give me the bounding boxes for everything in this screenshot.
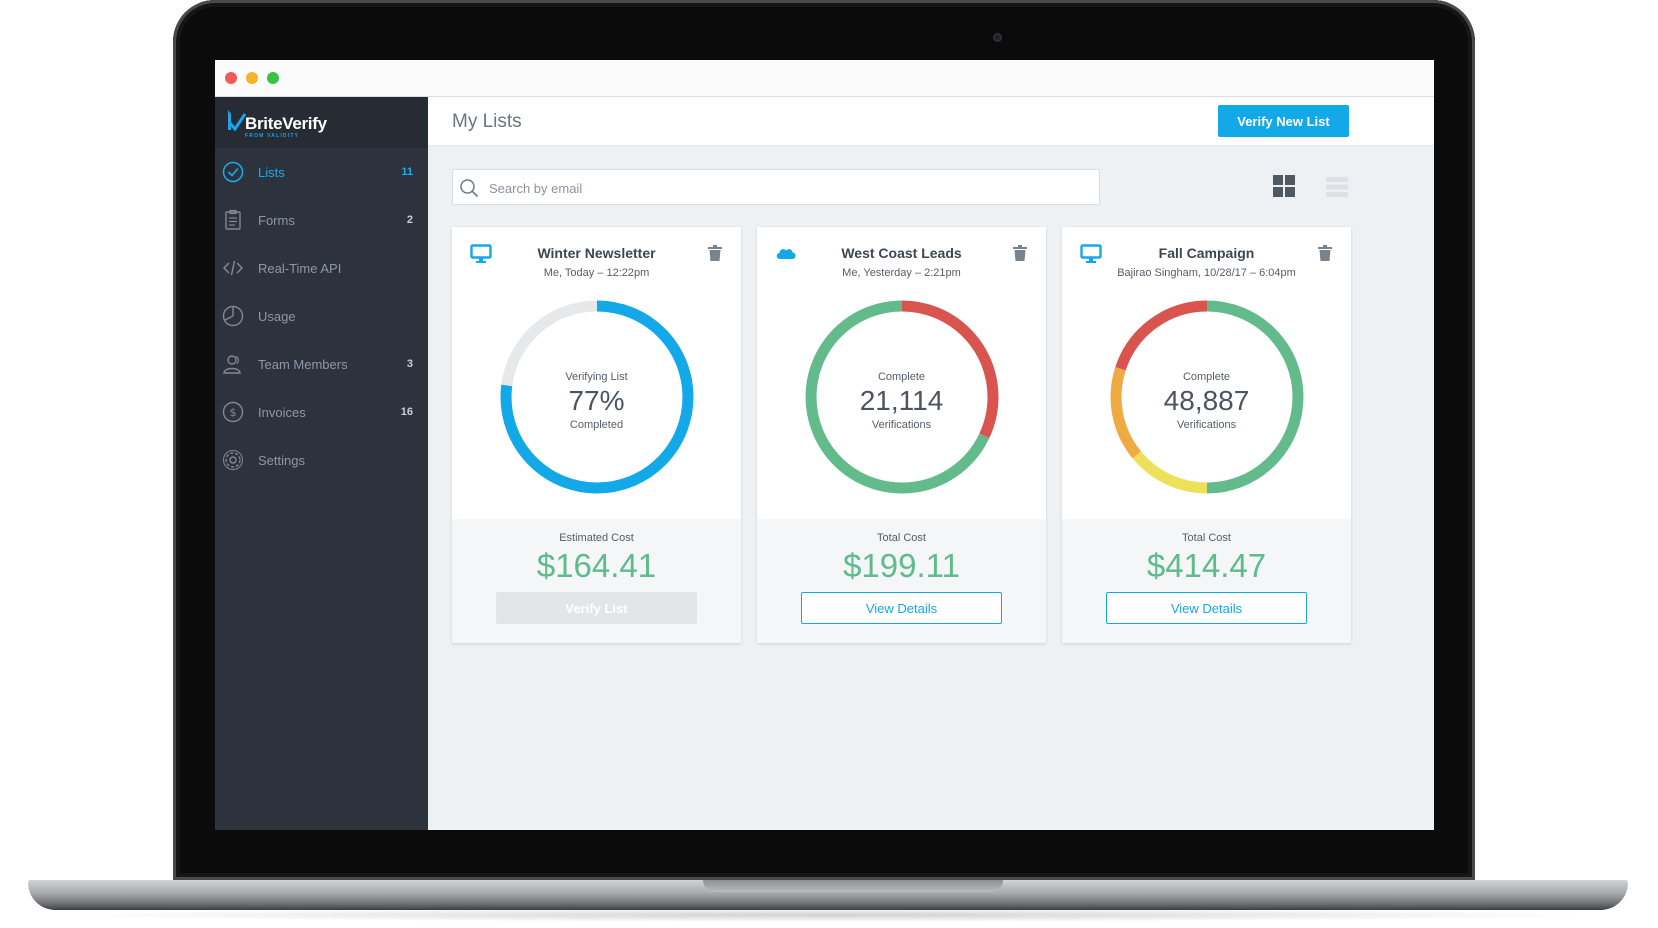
pie-chart-icon <box>222 305 244 327</box>
cost-label: Total Cost <box>877 532 926 544</box>
results-donut <box>1110 300 1304 494</box>
maximize-window-button[interactable] <box>267 72 279 84</box>
verify-new-list-button[interactable]: Verify New List <box>1218 105 1349 137</box>
donut-status-label: Complete <box>1182 371 1231 383</box>
search-icon <box>460 179 479 198</box>
card-subtitle: Me, Yesterday – 2:21pm <box>842 267 961 279</box>
sidebar-item-count: 16 <box>400 406 413 418</box>
cost-label: Estimated Cost <box>559 532 634 544</box>
results-donut <box>805 300 999 494</box>
brand-name: BriteVerify <box>245 114 327 133</box>
donut-value: 21,114 <box>859 385 944 416</box>
camera-dot <box>993 33 1002 42</box>
sidebar-item-settings[interactable]: Settings <box>215 436 428 487</box>
clipboard-icon <box>225 209 241 230</box>
sidebar-item-label: Settings <box>258 453 305 468</box>
code-icon <box>222 260 244 276</box>
laptop-base <box>28 880 1628 910</box>
progress-donut <box>500 300 694 494</box>
check-circle-icon <box>222 161 244 183</box>
trash-icon[interactable] <box>1013 245 1027 261</box>
list-view-icon[interactable] <box>1326 176 1348 198</box>
grid-view-icon[interactable] <box>1273 175 1295 197</box>
search-box <box>452 169 1100 206</box>
search-input[interactable] <box>487 170 1091 206</box>
donut-segment <box>1110 300 1304 494</box>
card-footer: Total Cost $199.11 View Details <box>757 519 1046 643</box>
salesforce-cloud-icon <box>776 249 796 259</box>
laptop-shadow <box>60 908 1600 922</box>
card-footer: Estimated Cost $164.41 Verify List <box>452 519 741 643</box>
card-title: Fall Campaign <box>1158 245 1255 261</box>
users-icon <box>223 355 241 374</box>
app-window: BriteVerify FROM VALIDITY Lists 11 Forms… <box>215 60 1434 830</box>
svg-text:$: $ <box>230 406 237 419</box>
sidebar-item-lists[interactable]: Lists 11 <box>215 148 428 199</box>
donut-caption: Completed <box>569 419 624 431</box>
view-details-button[interactable]: View Details <box>801 592 1002 624</box>
sidebar: BriteVerify FROM VALIDITY Lists 11 Forms… <box>215 97 428 830</box>
main-content: My Lists Verify New List <box>428 97 1434 830</box>
gear-icon <box>223 450 243 470</box>
card-footer: Total Cost $414.47 View Details <box>1062 519 1351 643</box>
donut-status-label: Complete <box>877 371 926 383</box>
dollar-circle-icon: $ <box>222 401 244 423</box>
sidebar-item-count: 3 <box>406 358 413 370</box>
donut-segment <box>1110 300 1304 494</box>
cost-label: Total Cost <box>1182 532 1231 544</box>
donut-status-label: Verifying List <box>565 371 628 383</box>
brand-subtitle: FROM VALIDITY <box>245 133 300 139</box>
monitor-icon <box>470 244 492 263</box>
sidebar-item-label: Lists <box>258 165 285 180</box>
sidebar-item-label: Forms <box>258 213 295 228</box>
donut-value: 48,887 <box>1163 385 1250 416</box>
sidebar-item-team-members[interactable]: Team Members 3 <box>215 340 428 391</box>
trash-icon[interactable] <box>1318 245 1332 261</box>
sidebar-item-usage[interactable]: Usage <box>215 292 428 343</box>
donut-segment <box>805 300 999 494</box>
card-subtitle: Me, Today – 12:22pm <box>543 267 650 279</box>
sidebar-item-label: Real-Time API <box>258 261 342 276</box>
sidebar-item-invoices[interactable]: $ Invoices 16 <box>215 388 428 439</box>
cost-value: $414.47 <box>1146 547 1267 584</box>
view-details-button[interactable]: View Details <box>1106 592 1307 624</box>
list-card[interactable]: Winter Newsletter Me, Today – 12:22pm Ve… <box>452 227 741 643</box>
donut-progress <box>500 300 694 494</box>
sidebar-item-count: 2 <box>406 214 413 226</box>
minimize-window-button[interactable] <box>246 72 258 84</box>
trash-icon[interactable] <box>708 245 722 261</box>
sidebar-item-forms[interactable]: Forms 2 <box>215 196 428 247</box>
card-subtitle: Bajirao Singham, 10/28/17 – 6:04pm <box>1117 267 1296 279</box>
list-card[interactable]: West Coast Leads Me, Yesterday – 2:21pm … <box>757 227 1046 643</box>
briteverify-logo-icon <box>228 110 246 132</box>
donut-value: 77% <box>568 385 625 416</box>
laptop-notch <box>703 880 1003 892</box>
sidebar-item-label: Invoices <box>258 405 306 420</box>
sidebar-item-label: Usage <box>258 309 296 324</box>
card-title: West Coast Leads <box>841 245 962 261</box>
page-title: My Lists <box>452 111 522 132</box>
window-titlebar <box>215 60 1434 97</box>
page-header: My Lists Verify New List <box>428 97 1434 146</box>
sidebar-item-label: Team Members <box>258 357 348 372</box>
card-title: Winter Newsletter <box>537 245 656 261</box>
close-window-button[interactable] <box>225 72 237 84</box>
donut-caption: Verifications <box>1176 419 1237 431</box>
list-card[interactable]: Fall Campaign Bajirao Singham, 10/28/17 … <box>1062 227 1351 643</box>
cost-value: $199.11 <box>843 547 960 584</box>
sidebar-item-real-time-api[interactable]: Real-Time API <box>215 244 428 295</box>
donut-caption: Verifications <box>871 419 932 431</box>
monitor-icon <box>1080 244 1102 263</box>
verify-list-button[interactable]: Verify List <box>496 592 697 624</box>
sidebar-item-count: 11 <box>401 166 413 178</box>
cost-value: $164.41 <box>536 547 657 584</box>
brand-logo[interactable]: BriteVerify FROM VALIDITY <box>215 97 428 148</box>
